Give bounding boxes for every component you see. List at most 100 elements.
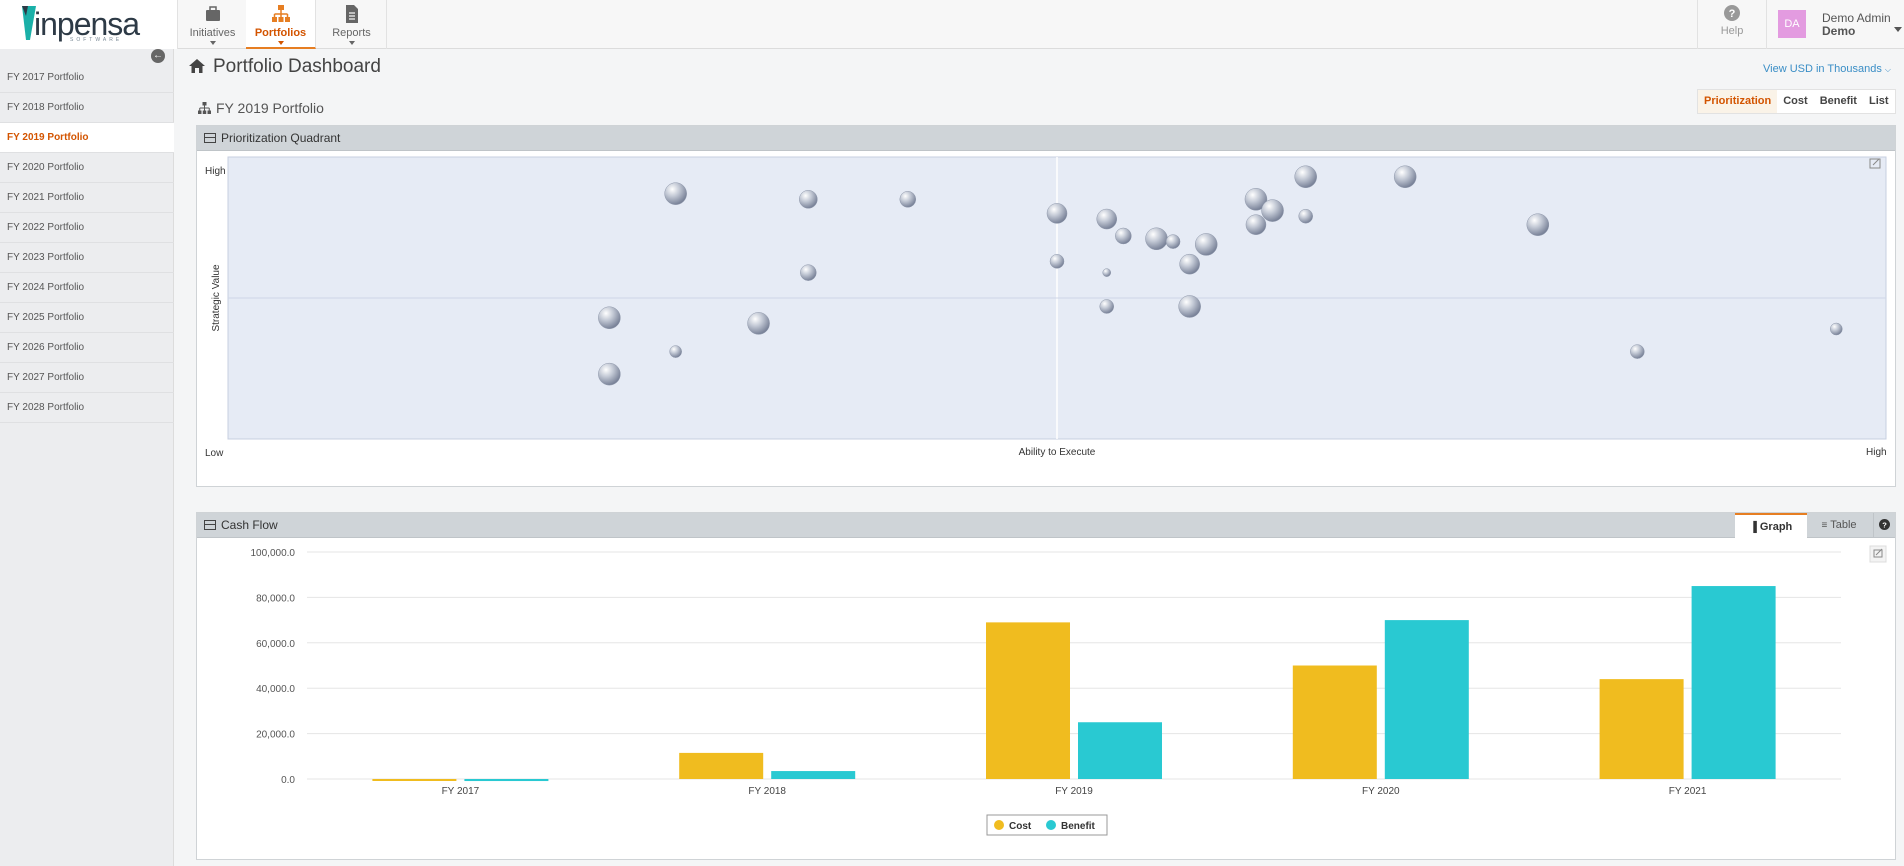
- view-currency-dropdown[interactable]: View USD in Thousands ⌵: [1763, 63, 1891, 75]
- bubble-point[interactable]: [1096, 208, 1117, 230]
- bubble-point[interactable]: [598, 306, 621, 329]
- sidebar-item-fy2023[interactable]: FY 2023 Portfolio: [0, 243, 174, 273]
- cashflow-legend: Cost Benefit: [986, 814, 1108, 836]
- bubble-point[interactable]: [1245, 214, 1267, 235]
- chevron-down-icon: [1894, 27, 1902, 32]
- tab-graph[interactable]: ▐ Graph: [1735, 513, 1807, 538]
- bubble-point[interactable]: [1244, 188, 1268, 211]
- tab-benefit[interactable]: Benefit: [1819, 95, 1857, 107]
- bubble-point[interactable]: [1099, 299, 1114, 314]
- bubble-point[interactable]: [1102, 268, 1111, 277]
- bar-benefit[interactable]: [1078, 722, 1162, 779]
- bubble-point[interactable]: [899, 191, 917, 208]
- bubble-point[interactable]: [1165, 234, 1181, 249]
- bar-benefit[interactable]: [771, 771, 856, 779]
- logo-text: inpensa: [34, 6, 140, 42]
- cashflow-panel: Cash Flow ▐ Graph ≡ Table ? 0.0 20,000.0 4…: [196, 512, 1896, 860]
- bar-benefit[interactable]: [464, 779, 549, 782]
- avatar: DA: [1778, 10, 1806, 38]
- sidebar-item-fy2017[interactable]: FY 2017 Portfolio: [0, 63, 174, 93]
- help-label: Help: [1720, 25, 1744, 37]
- x-high-label: High: [1866, 447, 1887, 458]
- cashflow-tabs: ▐ Graph ≡ Table ?: [1735, 513, 1895, 538]
- bar-cost[interactable]: [1599, 679, 1684, 779]
- nav-initiatives[interactable]: Initiatives: [178, 0, 248, 49]
- sidebar: ←: [0, 49, 174, 866]
- prioritization-panel-title: Prioritization Quadrant: [221, 131, 341, 145]
- help-icon: ?: [1879, 519, 1890, 530]
- bubble-point[interactable]: [1046, 203, 1068, 224]
- legend-label-cost[interactable]: Cost: [1009, 821, 1032, 832]
- x-tick-label: FY 2020: [1362, 786, 1400, 797]
- tab-table-label: Table: [1830, 519, 1857, 531]
- sidebar-item-fy2024[interactable]: FY 2024 Portfolio: [0, 273, 174, 303]
- bubble-point[interactable]: [1261, 199, 1284, 222]
- logo[interactable]: inpensa SOFTWARE: [0, 0, 178, 49]
- tab-list[interactable]: List: [1868, 95, 1889, 107]
- bubble-point[interactable]: [799, 190, 818, 209]
- tab-table[interactable]: ≡ Table: [1807, 513, 1871, 538]
- bubble-point[interactable]: [1179, 253, 1200, 275]
- grid-icon: [204, 133, 216, 143]
- legend-label-benefit[interactable]: Benefit: [1061, 821, 1096, 832]
- bubble-point[interactable]: [1630, 344, 1645, 359]
- sidebar-item-fy2018[interactable]: FY 2018 Portfolio: [0, 93, 174, 123]
- bar-cost[interactable]: [1292, 665, 1377, 780]
- bubble-point[interactable]: [1145, 227, 1168, 251]
- legend-swatch-benefit: [1046, 820, 1056, 830]
- y-tick-label: 80,000.0: [256, 593, 295, 604]
- bubble-point[interactable]: [1298, 208, 1313, 224]
- bubble-point[interactable]: [747, 312, 770, 335]
- cashflow-x-labels: FY 2017 FY 2018 FY 2019 FY 2020 FY 2021: [442, 786, 1707, 797]
- sidebar-item-fy2019[interactable]: FY 2019 Portfolio: [0, 123, 174, 153]
- x-tick-label: FY 2017: [442, 786, 480, 797]
- nav-reports[interactable]: Reports: [317, 0, 387, 49]
- sidebar-item-fy2021[interactable]: FY 2021 Portfolio: [0, 183, 174, 213]
- x-tick-label: FY 2021: [1669, 786, 1707, 797]
- bubble-point[interactable]: [1830, 322, 1843, 336]
- bar-cost[interactable]: [679, 752, 764, 779]
- bubble-point[interactable]: [669, 345, 682, 358]
- sidebar-item-fy2026[interactable]: FY 2026 Portfolio: [0, 333, 174, 363]
- bubble-point[interactable]: [1526, 213, 1550, 236]
- tab-prioritization[interactable]: Prioritization: [1698, 90, 1778, 113]
- nav-portfolios-label: Portfolios: [254, 27, 307, 39]
- nav-reports-label: Reports: [332, 27, 371, 39]
- help-button[interactable]: ? Help: [1697, 0, 1767, 49]
- y-tick-label: 60,000.0: [256, 639, 295, 650]
- bubble-group: [598, 165, 1843, 386]
- collapse-sidebar-icon[interactable]: ←: [151, 49, 165, 63]
- bubble-point[interactable]: [800, 264, 817, 281]
- bubble-point[interactable]: [1294, 165, 1317, 188]
- cashflow-help-button[interactable]: ?: [1873, 513, 1895, 538]
- bar-cost[interactable]: [372, 779, 457, 781]
- bubble-point[interactable]: [1194, 233, 1218, 256]
- user-menu[interactable]: DA Demo Admin Demo: [1768, 0, 1904, 49]
- bubble-point[interactable]: [1178, 295, 1201, 318]
- bubble-point[interactable]: [598, 362, 621, 386]
- bar-cost[interactable]: [986, 622, 1070, 779]
- portfolio-subtitle: FY 2019 Portfolio: [216, 100, 324, 116]
- y-high-label: High: [205, 166, 226, 177]
- bar-benefit[interactable]: [1384, 620, 1469, 779]
- sidebar-item-fy2025[interactable]: FY 2025 Portfolio: [0, 303, 174, 333]
- bubble-point[interactable]: [1049, 254, 1065, 269]
- bar-chart-icon: ▐: [1749, 522, 1757, 533]
- sidebar-item-fy2020[interactable]: FY 2020 Portfolio: [0, 153, 174, 183]
- sidebar-item-fy2027[interactable]: FY 2027 Portfolio: [0, 363, 174, 393]
- nav-portfolios[interactable]: Portfolios: [246, 0, 316, 49]
- bubble-point[interactable]: [1115, 227, 1132, 245]
- expand-icon[interactable]: [1869, 545, 1887, 563]
- prioritization-panel: Prioritization Quadrant High Low High Ab…: [196, 125, 1896, 487]
- x-tick-label: FY 2018: [748, 786, 786, 797]
- expand-icon[interactable]: [1869, 158, 1881, 169]
- sidebar-item-fy2022[interactable]: FY 2022 Portfolio: [0, 213, 174, 243]
- bubble-point[interactable]: [664, 182, 687, 205]
- prioritization-panel-header: Prioritization Quadrant: [197, 126, 1895, 151]
- bubble-point[interactable]: [1393, 165, 1417, 188]
- tab-cost[interactable]: Cost: [1783, 95, 1808, 107]
- chevron-down-icon: [209, 41, 216, 45]
- sidebar-item-fy2028[interactable]: FY 2028 Portfolio: [0, 393, 174, 423]
- bar-benefit[interactable]: [1691, 586, 1776, 779]
- cashflow-grid: 0.0 20,000.0 40,000.0 60,000.0 80,000.0 100,0…: [251, 548, 1841, 786]
